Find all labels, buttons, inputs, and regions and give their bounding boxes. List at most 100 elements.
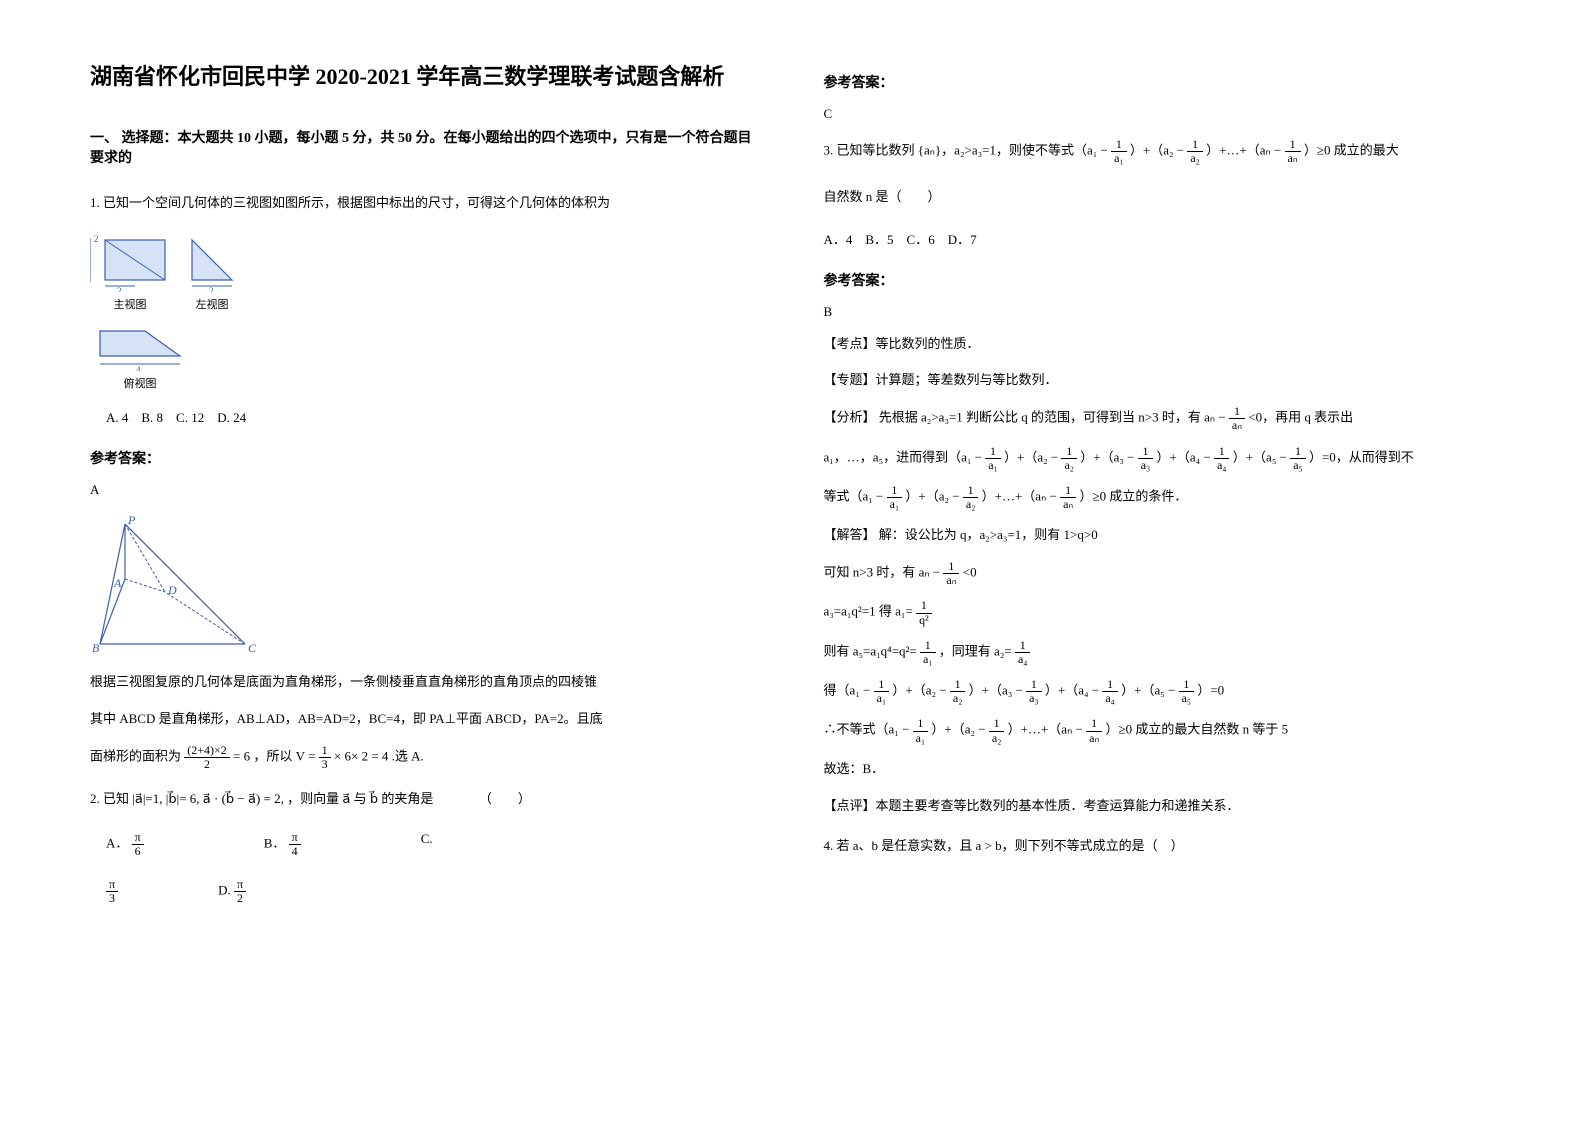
jieda-5-mid1: ）+（a₂ − [892,683,946,698]
frac-e2: 1a₂ [989,717,1005,744]
q2-optA: A． π 6 [106,831,144,858]
jieda-5-prefix: 得（a₁ − [824,683,871,698]
frac-d1: 1a₁ [874,678,890,705]
q3-jieda-1: 【解答】 解：设公比为 q，a₂>a₃=1，则有 1>q>0 [824,523,1498,548]
frac-num: 1 [887,484,903,498]
jieda-5-mid3: ）+（a₄ − [1045,683,1099,698]
fenxi-3-mid2: ）+…+（aₙ − [982,489,1057,504]
q3-fenxi-3: 等式（a₁ − 1a₁ ）+（a₂ − 1a₂ ）+…+（aₙ − 1aₙ ）≥… [824,484,1498,511]
frac-den: a₁ [887,498,903,511]
q3-fenxi-2: a₁，…，a₅，进而得到（a₁ − 1a₁ ）+（a₂ − 1a₂ ）+（a₃ … [824,445,1498,472]
frac-num: π [234,878,246,892]
frac-den: a₅ [1179,692,1195,705]
frac-den: a₄ [1214,459,1230,472]
svg-text:2: 2 [117,286,122,292]
kaodian-text: 等比数列的性质． [876,336,980,351]
question-3: 3. 已知等比数列 {aₙ}，a₂>a₃=1，则使不等式（a₁ − 1a₁ ）+… [824,138,1498,165]
frac-den: a₅ [1290,459,1306,472]
frac-en: 1aₙ [1086,717,1102,744]
frac-den: 3 [106,892,118,905]
q2-vecs: a⃗ 与 b⃗ [342,791,378,806]
jieda-6-prefix: ∴不等式（a₁ − [824,722,910,737]
svg-text:A: A [113,576,122,590]
fenxi-label: 【分析】 [824,410,876,425]
frac-den: a₂ [1187,152,1203,165]
frac-1a1: 1a₁ [985,445,1001,472]
fenxi-1-prefix: 先根据 a₂>a₃=1 判断公比 q 的范围，可得到当 n>3 时，有 aₙ − [879,410,1226,425]
fenxi-2-suffix: ）=0，从而得到不 [1309,449,1414,464]
q1-answer-label: 参考答案： [90,448,764,468]
frac-den: aₙ [1285,152,1301,165]
frac-pi2: π 2 [234,878,246,905]
jieda-5-mid4: ）+（a₅ − [1121,683,1175,698]
fenxi-3-suffix: ）≥0 成立的条件． [1079,489,1187,504]
jieda-6-mid2: ）+…+（aₙ − [1008,722,1083,737]
frac-1anb: 1aₙ [1060,484,1076,511]
frac-1a3: 1a₃ [1138,445,1154,472]
jieda-3-prefix: a₃=a₁q²=1 得 a₁= [824,604,913,619]
q1-frac-area: (2+4)×2 2 [184,744,230,771]
main-view-label: 主视图 [114,296,147,312]
frac-pi6: π 6 [132,831,144,858]
frac-num: 1 [1138,445,1154,459]
svg-text:2: 2 [209,286,214,292]
q2-options-row1: A． π 6 B． π 4 C. [106,831,764,858]
frac-den: a₂ [1061,459,1077,472]
q3-jieda-7: 故选：B． [824,757,1498,782]
q2-suffix: 的夹角是 （ ） [381,791,531,806]
q3-jieda-4: 则有 a₅=a₁q⁴=q²= 1a₁ ，同理有 a₂= 1a₄ [824,639,1498,666]
q2-optB: B． π 4 [264,831,301,858]
jieda-4-mid: ，同理有 a₂= [939,643,1012,658]
frac-num: 1 [920,639,936,653]
frac-1a4: 1a₄ [1214,445,1230,472]
q3-line2: 自然数 n 是（ ） [824,185,1498,208]
svg-text:D: D [167,583,177,597]
frac-pi3: π 3 [106,878,118,905]
right-column: 参考答案： C 3. 已知等比数列 {aₙ}，a₂>a₃=1，则使不等式（a₁ … [824,60,1498,1062]
svg-text:P: P [127,514,136,527]
frac-d3: 1a₃ [1026,678,1042,705]
top-view: 4 俯视图 [90,326,190,391]
q1-a3-prefix: 面梯形的面积为 [90,748,181,763]
q3-options: A．4 B．5 C．6 D．7 [824,229,1498,248]
top-view-label: 俯视图 [124,375,157,391]
q1-frac-vol: 1 3 [319,744,331,771]
frac-num: 1 [985,445,1001,459]
q3-answer-label: 参考答案： [824,270,1498,290]
frac-1a2b: 1a₂ [963,484,979,511]
frac-num: 1 [874,678,890,692]
frac-1a1b: 1a₁ [887,484,903,511]
frac-den: a₂ [950,692,966,705]
fenxi-2-mid1: ）+（a₂ − [1004,449,1058,464]
frac-num: 1 [1290,445,1306,459]
q2-optC: C. [421,831,433,858]
frac-1q2: 1q² [916,599,932,626]
svg-text:4: 4 [136,365,141,371]
q3-prefix: 3. 已知等比数列 {aₙ}，a₂>a₃=1，则使不等式（a₁ − [824,143,1108,158]
jieda-4-prefix: 则有 a₅=a₁q⁴=q²= [824,643,917,658]
top-view-svg: 4 [90,326,190,371]
frac-num: π [289,831,301,845]
frac-num: π [106,878,118,892]
fenxi-2-mid3: ）+（a₄ − [1156,449,1210,464]
frac-den: aₙ [1060,498,1076,511]
frac-den: aₙ [943,574,959,587]
q1-three-views: 2 2 主视图 2 左视图 [90,232,764,312]
frac-1a2: 1a₂ [1061,445,1077,472]
question-4-text: 4. 若 a、b 是任意实数，且 a > b，则下列不等式成立的是（ ） [824,834,1498,857]
section-1-heading: 一、 选择题：本大题共 10 小题，每小题 5 分，共 50 分。在每小题给出的… [90,127,764,167]
frac-num: 1 [1026,678,1042,692]
q2-answer: C [824,106,1498,122]
frac-num: 1 [1102,678,1118,692]
left-view-label: 左视图 [196,296,229,312]
frac-num: 1 [1214,445,1230,459]
q1-vol-prefix: V = [296,748,316,763]
frac-num: 1 [943,560,959,574]
frac-num: 1 [1060,484,1076,498]
kaodian-label: 【考点】 [824,336,876,351]
jieda-5-mid2: ）+（a₃ − [969,683,1023,698]
opt-label: B． [264,835,286,850]
q3-jieda-5: 得（a₁ − 1a₁ ）+（a₂ − 1 a₂ ）+（a₃ − 1a₃ ）+（a₄… [824,678,1498,705]
q3-fenxi-1: 【分析】 先根据 a₂>a₃=1 判断公比 q 的范围，可得到当 n>3 时，有… [824,405,1498,432]
question-1-text: 1. 已知一个空间几何体的三视图如图所示，根据图中标出的尺寸，可得这个几何体的体… [90,191,764,214]
